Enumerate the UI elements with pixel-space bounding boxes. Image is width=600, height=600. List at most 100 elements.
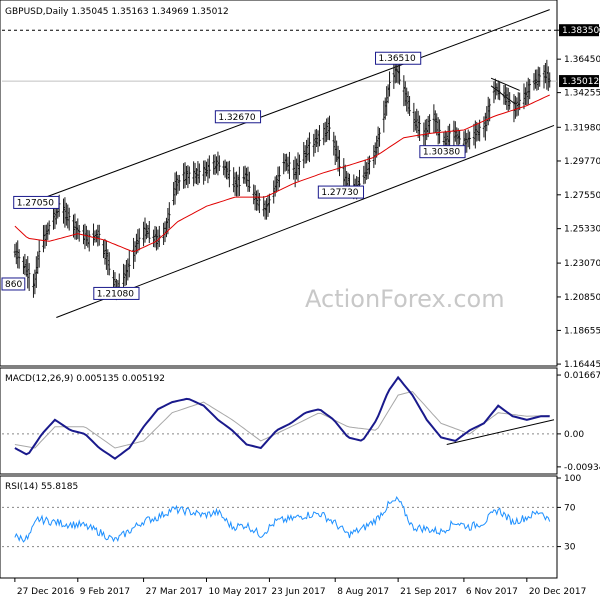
current-price-box	[559, 75, 599, 88]
ohlc-bar	[388, 71, 391, 97]
ohlc-bar	[148, 221, 151, 244]
ohlc-bar	[428, 114, 431, 134]
ohlc-bar	[538, 67, 541, 87]
x-tick-label: 27 Dec 2016	[17, 587, 75, 597]
price-y-tick-label: 1.34255	[564, 89, 600, 99]
rsi-lines	[14, 496, 551, 543]
macd-panel: 0.016672 0.00 -0.009345 MACD(12,26,9) 0.00…	[0, 367, 600, 475]
ohlc-bar	[498, 82, 501, 101]
macd-y-axis: 0.016672 0.00 -0.009345	[557, 371, 600, 473]
ohlc-bar	[438, 119, 441, 144]
price-annotation: 1.27730	[317, 185, 365, 199]
ohlc-bar	[548, 72, 551, 88]
macd-panel-frame	[0, 367, 558, 475]
ohlc-bar	[98, 224, 101, 246]
ohlc-bar	[528, 79, 531, 100]
ohlc-bar	[78, 225, 81, 242]
ohlc-bar	[248, 171, 251, 192]
price-annotation: 1.27050	[13, 195, 60, 209]
price-candles	[13, 56, 551, 301]
rsi-panel: 100 70 30 RSI(14) 55.8185	[0, 474, 581, 579]
resistance-label: 1.38350	[562, 26, 599, 36]
price-annotation: 1.36510	[375, 51, 422, 65]
ohlc-bar	[508, 92, 511, 110]
x-tick-label: 6 Nov 2017	[466, 587, 518, 597]
x-tick-label: 8 Aug 2017	[337, 587, 389, 597]
macd-trendline	[446, 419, 555, 445]
ohlc-bar	[27, 263, 31, 291]
ohlc-bar	[188, 166, 191, 184]
price-annotation: 1.32670	[214, 110, 262, 124]
price-annotation-label: 1.27050	[17, 198, 54, 208]
moving-average-line	[14, 94, 550, 252]
price-grid	[2, 29, 557, 82]
x-tick-label: 23 Jun 2017	[271, 587, 325, 597]
ohlc-bar	[37, 239, 41, 268]
ohlc-bar	[198, 163, 201, 184]
ohlc-bar	[378, 127, 381, 147]
macd-lines	[14, 375, 555, 460]
price-annotation: 1.30380	[419, 145, 466, 159]
ohlc-bar	[278, 166, 281, 188]
price-annotation-label: 1.27730	[321, 188, 358, 198]
price-annotation-label: 860	[5, 280, 22, 290]
ohlc-bar	[128, 250, 131, 278]
ohlc-bar	[458, 130, 461, 145]
ohlc-bar	[298, 154, 301, 176]
rsi-panel-frame	[0, 475, 558, 579]
watermark: ActionForex.com	[305, 285, 505, 313]
x-axis: 27 Dec 2016 9 Feb 2017 27 Mar 2017 10 May 2…	[14, 578, 587, 597]
ohlc-bar	[308, 132, 311, 163]
ohlc-bar	[208, 155, 211, 179]
x-tick-label: 21 Sep 2017	[400, 587, 457, 597]
ohlc-bar	[47, 220, 51, 235]
current-price-label: 1.35012	[562, 77, 599, 87]
rsi-line	[14, 496, 551, 543]
ohlc-bar	[258, 192, 261, 214]
ohlc-bar	[228, 160, 231, 188]
x-tick-label: 27 Mar 2017	[146, 587, 203, 597]
price-y-tick-label: 1.31980	[564, 123, 600, 133]
ohlc-bar	[108, 252, 111, 276]
ohlc-bar	[408, 95, 411, 116]
price-panel-frame	[0, 0, 558, 367]
ohlc-bar	[318, 125, 321, 147]
ohlc-bar	[338, 150, 341, 177]
price-y-tick-label: 1.18655	[564, 326, 600, 336]
ohlc-bar	[218, 155, 221, 172]
ohlc-bar	[448, 123, 451, 148]
ohlc-bar	[178, 174, 181, 191]
macd-signal-line	[14, 390, 550, 449]
channel-lower-line	[56, 124, 555, 318]
price-header: GBPUSD,Daily 1.35045 1.35163 1.34969 1.3…	[5, 7, 229, 17]
ohlc-bar	[398, 61, 401, 85]
ohlc-bar	[88, 230, 91, 252]
price-y-tick-label: 1.27550	[564, 191, 600, 201]
ohlc-bar	[168, 202, 171, 229]
ohlc-bar	[268, 193, 271, 213]
ohlc-bar	[488, 98, 491, 122]
price-y-tick-label: 1.23070	[564, 259, 600, 269]
ohlc-bar	[518, 92, 521, 111]
ohlc-bar	[418, 115, 421, 141]
ohlc-bar	[68, 207, 71, 231]
price-panel: ActionForex.com 1.27050 1.21080 1.32670 1.2…	[0, 0, 600, 370]
x-tick-label: 9 Feb 2017	[80, 587, 130, 597]
x-tick-label: 10 May 2017	[208, 587, 267, 597]
macd-y-tick-label: 0.016672	[564, 371, 600, 381]
rsi-y-tick-label: 30	[564, 543, 576, 553]
price-y-axis: 1.38350 1.36450 1.34255 1.31980 1.29770 1.275…	[557, 24, 600, 370]
price-annotation: 860	[1, 277, 26, 291]
price-moving-average	[14, 94, 550, 252]
macd-line	[14, 375, 550, 460]
ohlc-bar	[328, 115, 331, 141]
price-y-tick-label: 1.36450	[564, 55, 600, 65]
rsi-y-axis: 100 70 30	[557, 474, 581, 553]
price-annotation-label: 1.21080	[97, 289, 134, 299]
macd-y-tick-label: 0.00	[564, 430, 584, 440]
macd-header: MACD(12,26,9) 0.005135 0.005192	[5, 374, 165, 384]
resistance-label-box	[559, 24, 599, 37]
macd-y-tick-label: -0.009345	[564, 463, 600, 473]
x-tick-label: 20 Dec 2017	[529, 587, 587, 597]
